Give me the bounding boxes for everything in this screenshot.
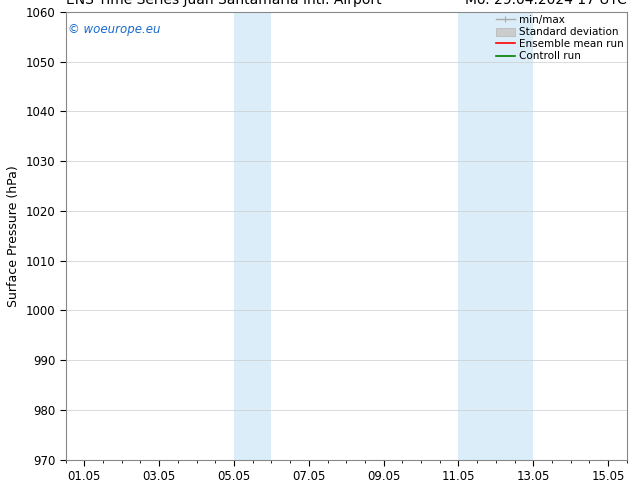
Bar [458,12,533,460]
Y-axis label: Surface Pressure (hPa): Surface Pressure (hPa) [7,165,20,307]
Text: Mo. 29.04.2024 17 UTC: Mo. 29.04.2024 17 UTC [465,0,627,7]
Text: ENS Time Series Juan Santamaría Intl. Airport: ENS Time Series Juan Santamaría Intl. Ai… [66,0,381,7]
Legend: min/max, Standard deviation, Ensemble mean run, Controll run: min/max, Standard deviation, Ensemble me… [494,13,626,63]
Bar [234,12,271,460]
Text: © woeurope.eu: © woeurope.eu [68,23,161,36]
